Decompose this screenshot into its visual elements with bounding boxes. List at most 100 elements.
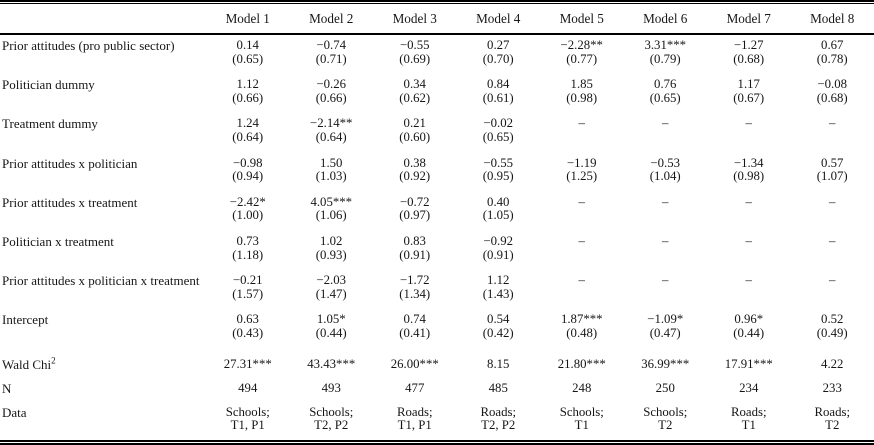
- value-cell: –: [540, 270, 624, 309]
- stat-row-label: Data: [2, 404, 27, 420]
- stat-value: Roads;: [814, 404, 851, 419]
- column-header: Model 6: [623, 3, 707, 35]
- coef-row: Politician x treatment 0.73 (1.18) 1.02 (0.9…: [0, 231, 874, 270]
- stat-value-cell: 494: [206, 377, 290, 401]
- standard-error: (1.03): [315, 169, 347, 184]
- coefficient-value: 1.05*: [316, 312, 346, 327]
- stat-value: 21.80***: [557, 357, 606, 372]
- coefficient-value: 1.87***: [560, 312, 603, 327]
- row-label: Prior attitudes x treatment: [2, 194, 138, 210]
- standard-error: (0.78): [816, 51, 848, 66]
- standard-error: [793, 209, 873, 223]
- stat-row-label: N: [2, 381, 12, 397]
- coefficient-value: −1.27: [733, 37, 764, 52]
- value-cell: 3.31*** (0.79): [624, 34, 708, 74]
- stat-value: Schools;: [559, 404, 604, 419]
- standard-error: (0.91): [482, 247, 514, 262]
- stat-value-cell: 477: [373, 377, 457, 401]
- stat-value-cell: 493: [290, 377, 374, 401]
- value-cell: –: [791, 270, 874, 309]
- stat-value: T1, P1: [230, 418, 265, 433]
- stat-value-cell: 21.80***: [540, 348, 624, 377]
- standard-error: (0.41): [399, 325, 431, 340]
- stat-value: 17.91***: [724, 357, 773, 372]
- stat-value: 36.99***: [641, 357, 690, 372]
- coefficient-value: −2.42*: [229, 194, 266, 209]
- coefficient-value: 0.67: [821, 37, 844, 52]
- standard-error: (1.00): [232, 208, 264, 223]
- empty-dash: –: [662, 194, 669, 209]
- empty-dash: –: [829, 273, 836, 288]
- stat-value: 477: [405, 381, 425, 396]
- value-cell: 4.05*** (1.06): [290, 192, 374, 231]
- stat-value-cell: 485: [457, 377, 541, 401]
- empty-dash: –: [578, 194, 585, 209]
- coefficient-value: 0.73: [236, 233, 259, 248]
- coefficient-value: −0.98: [232, 155, 263, 170]
- stat-value-cell: Roads; T1: [707, 401, 791, 440]
- bottom-rule-line-2: [0, 443, 874, 445]
- coefficient-value: −0.72: [399, 194, 430, 209]
- empty-dash: –: [578, 273, 585, 288]
- row-label-header: [0, 3, 206, 35]
- value-cell: 0.76 (0.65): [624, 74, 708, 113]
- value-cell: –: [791, 113, 874, 152]
- column-header: Model 5: [540, 3, 624, 35]
- value-cell: −2.28** (0.77): [540, 34, 624, 74]
- coefficient-value: 0.34: [403, 77, 426, 92]
- value-cell: −1.27 (0.68): [707, 34, 791, 74]
- value-cell: –: [707, 113, 791, 152]
- value-cell: 1.12 (0.66): [206, 74, 290, 113]
- coefficient-value: 0.83: [403, 233, 426, 248]
- coefficient-value: 0.52: [821, 312, 844, 327]
- regression-table: Model 1 Model 2 Model 3 Model 4 Model 5 Model…: [0, 3, 874, 440]
- stat-value: 26.00***: [390, 357, 439, 372]
- value-cell: 0.21 (0.60): [373, 113, 457, 152]
- value-cell: 0.57 (1.07): [791, 153, 874, 192]
- stat-value: Roads;: [730, 404, 767, 419]
- superscript: 2: [51, 356, 56, 367]
- standard-error: (0.94): [232, 169, 264, 184]
- coefficient-value: 0.76: [654, 77, 677, 92]
- standard-error: (0.66): [232, 90, 264, 105]
- value-cell: –: [540, 231, 624, 270]
- value-cell: −0.08 (0.68): [791, 74, 874, 113]
- coefficient-value: 0.38: [403, 155, 426, 170]
- empty-dash: –: [662, 116, 669, 131]
- standard-error: (1.34): [399, 286, 431, 301]
- coefficient-value: −1.72: [399, 273, 430, 288]
- coef-row: Prior attitudes x treatment −2.42* (1.00) 4…: [0, 192, 874, 231]
- stat-row: Data Schools; T1, P1 Schools; T2, P2 Roads; T1…: [0, 401, 874, 440]
- value-cell: –: [624, 270, 708, 309]
- standard-error: [793, 249, 873, 263]
- coefficient-value: 1.24: [236, 116, 259, 131]
- standard-error: [626, 288, 706, 302]
- standard-error: (1.57): [232, 286, 264, 301]
- stat-value-cell: Roads; T1, P1: [373, 401, 457, 440]
- stat-value-cell: 36.99***: [624, 348, 708, 377]
- value-cell: 0.83 (0.91): [373, 231, 457, 270]
- coefficient-value: −1.34: [733, 155, 764, 170]
- coefficient-value: 1.17: [737, 77, 760, 92]
- stat-value: 8.15: [487, 357, 510, 372]
- empty-dash: –: [745, 233, 752, 248]
- value-cell: –: [707, 231, 791, 270]
- value-cell: 0.34 (0.62): [373, 74, 457, 113]
- value-cell: −2.03 (1.47): [290, 270, 374, 309]
- coefficient-value: 0.57: [821, 155, 844, 170]
- standard-error: (0.60): [399, 129, 431, 144]
- value-cell: 0.63 (0.43): [206, 309, 290, 348]
- standard-error: (0.64): [232, 129, 264, 144]
- stat-value: T2, P2: [314, 418, 349, 433]
- stat-value-cell: 234: [707, 377, 791, 401]
- standard-error: (0.65): [649, 90, 681, 105]
- standard-error: (0.48): [566, 325, 598, 340]
- standard-error: (0.65): [232, 51, 264, 66]
- empty-dash: –: [745, 273, 752, 288]
- value-cell: −1.09* (0.47): [624, 309, 708, 348]
- stat-value: T1: [741, 418, 756, 433]
- standard-error: (0.42): [482, 325, 514, 340]
- standard-error: (0.92): [399, 169, 431, 184]
- standard-error: (0.98): [733, 169, 765, 184]
- stat-value: T2: [825, 418, 840, 433]
